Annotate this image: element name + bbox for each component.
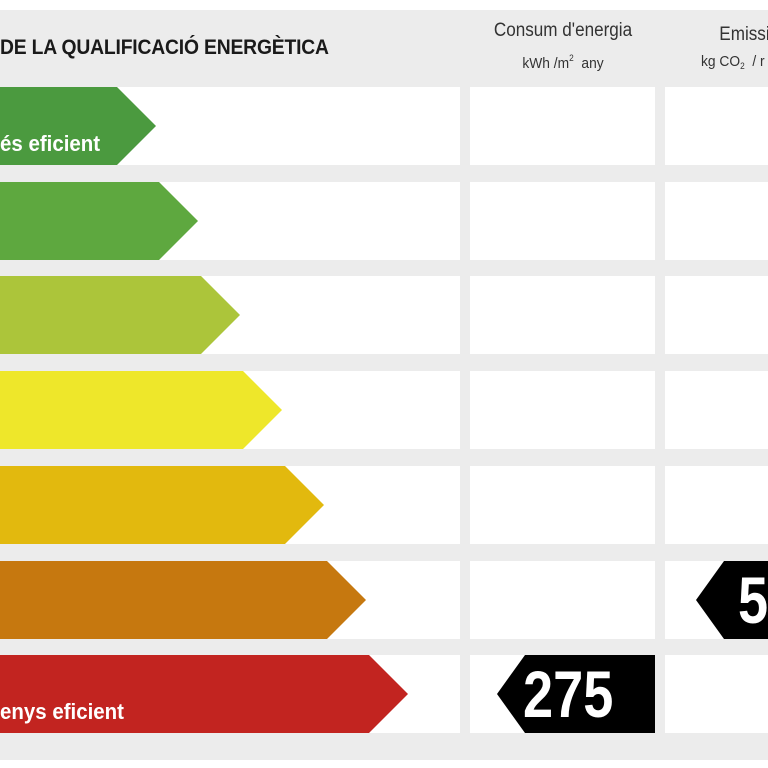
rating-band-arrow [0, 466, 324, 544]
consum-cell [470, 276, 655, 354]
consum-value-badge [497, 655, 655, 733]
rating-band-label: enys eficient [0, 699, 124, 724]
emissions-column-header: Emissio kg CO2 / r [680, 24, 768, 76]
consum-cell [470, 561, 655, 639]
emissions-column-unit: kg CO2 / r [700, 53, 765, 71]
label-title: DE LA QUALIFICACIÓ ENERGÈTICA [0, 36, 329, 59]
rating-band-label: és eficient [0, 131, 101, 156]
emissions-column-title: Emissio [719, 24, 768, 45]
consum-cell [470, 182, 655, 260]
top-border [0, 0, 768, 10]
consum-cell [470, 466, 655, 544]
emissions-cell [665, 87, 768, 165]
consum-value: 275 [523, 657, 614, 731]
emissions-cell [665, 371, 768, 449]
emissions-cell [665, 466, 768, 544]
rating-band-arrow [0, 655, 408, 733]
consum-cell [470, 371, 655, 449]
rating-band-arrow [0, 371, 282, 449]
bottom-border [0, 760, 768, 768]
consum-cell [470, 87, 655, 165]
consum-column-unit: kWh /m2 any [522, 53, 604, 72]
emissions-cell [665, 182, 768, 260]
rating-band-arrow [0, 276, 240, 354]
rating-band-arrow [0, 182, 198, 260]
emissions-cell [665, 655, 768, 733]
emissions-cell [665, 276, 768, 354]
emissions-value: 5 [738, 563, 768, 637]
rating-band-arrow [0, 87, 156, 165]
consum-column-title: Consum d'energia [493, 20, 633, 41]
consum-column-header: Consum d'energia kWh /m2 any [466, 20, 660, 74]
rating-band-arrow [0, 561, 366, 639]
